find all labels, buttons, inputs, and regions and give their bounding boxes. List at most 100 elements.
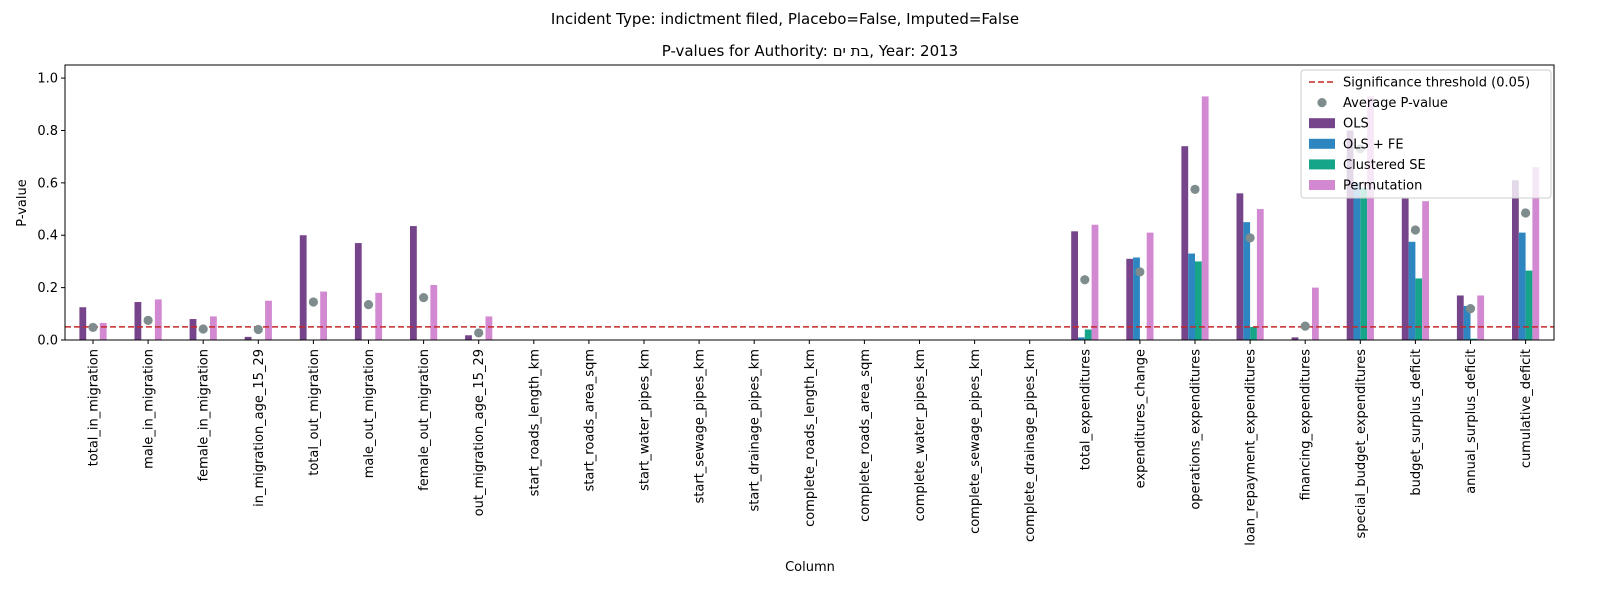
bar-ols-25 — [1456, 295, 1464, 340]
x-tick-label: female_in_migration — [197, 349, 212, 481]
average-point-24 — [1410, 225, 1420, 235]
bar-ols-fe-20 — [1188, 253, 1195, 340]
bar-ols-2 — [189, 319, 197, 340]
bar-clustered-se-18 — [1084, 329, 1092, 340]
legend-swatch-1 — [1309, 138, 1335, 149]
legend-average-label: Average P-value — [1343, 96, 1448, 111]
y-tick-label: 0.2 — [37, 281, 58, 296]
bar-permutation-0 — [99, 322, 107, 340]
x-tick-label: complete_water_pipes_km — [913, 349, 928, 521]
bar-ols-23 — [1346, 130, 1354, 340]
bar-permutation-18 — [1091, 224, 1099, 340]
x-tick-label: complete_drainage_pipes_km — [1023, 349, 1038, 542]
x-tick-label: annual_surplus_deficit — [1464, 349, 1479, 494]
bar-ols-19 — [1126, 258, 1134, 340]
bar-permutation-21 — [1256, 209, 1264, 340]
x-tick-label: in_migration_age_15_29 — [252, 349, 267, 507]
x-tick-label: complete_sewage_pipes_km — [968, 349, 983, 534]
bars — [79, 96, 1540, 340]
bar-ols-fe-21 — [1243, 222, 1251, 340]
x-tick-label: out_migration_age_15_29 — [472, 349, 487, 516]
bar-permutation-25 — [1477, 295, 1485, 340]
bar-permutation-1 — [154, 299, 162, 340]
average-point-19 — [1135, 267, 1145, 277]
x-axis: total_in_migration male_in_migration femal… — [87, 340, 1534, 546]
x-tick-label: operations_expenditures — [1189, 349, 1204, 510]
x-tick-label: budget_surplus_deficit — [1409, 349, 1424, 496]
bar-ols-5 — [354, 243, 362, 340]
y-axis: 0.0 0.2 0.4 0.6 0.8 1.0 — [37, 72, 65, 349]
average-point-5 — [363, 300, 374, 310]
plot-frame — [64, 64, 1555, 341]
bar-clustered-se-26 — [1525, 270, 1533, 340]
x-tick-label: male_out_migration — [362, 349, 377, 478]
bar-ols-18 — [1071, 231, 1078, 340]
bar-ols-26 — [1512, 180, 1519, 340]
y-tick-label: 0.6 — [37, 176, 58, 191]
bar-ols-0 — [79, 307, 87, 340]
bar-permutation-19 — [1146, 232, 1154, 340]
bar-ols-fe-23 — [1353, 182, 1361, 340]
average-point-3 — [253, 324, 263, 335]
bar-ols-4 — [299, 235, 307, 340]
average-point-1 — [143, 315, 153, 325]
bar-ols-22 — [1291, 337, 1299, 340]
bar-ols-24 — [1401, 198, 1409, 340]
chart-title: P-values for Authority: בת ים, Year: 201… — [662, 42, 958, 60]
average-point-4 — [308, 297, 318, 307]
x-tick-label: start_roads_area_sqm — [582, 349, 597, 491]
average-point-20 — [1190, 184, 1200, 195]
bar-permutation-2 — [210, 316, 217, 340]
bar-clustered-se-20 — [1195, 261, 1202, 340]
legend-threshold-label: Significance threshold (0.05) — [1343, 76, 1530, 91]
x-tick-label: complete_roads_area_sqm — [858, 349, 873, 522]
y-tick-label: 0.8 — [37, 124, 58, 139]
x-tick-label: female_out_migration — [417, 349, 432, 491]
average-point-7 — [474, 328, 484, 338]
x-axis-label: Column — [785, 560, 835, 575]
average-point-6 — [419, 292, 429, 303]
x-tick-label: expenditures_change — [1133, 349, 1148, 488]
x-tick-label: start_drainage_pipes_km — [748, 349, 763, 512]
bar-permutation-26 — [1532, 167, 1540, 340]
x-tick-label: start_water_pipes_km — [638, 349, 653, 491]
y-tick-label: 0.0 — [37, 334, 58, 349]
bar-permutation-7 — [485, 316, 493, 340]
legend: Significance threshold (0.05) Average P-v… — [1300, 69, 1552, 199]
x-tick-label: start_sewage_pipes_km — [693, 349, 708, 503]
bar-ols-fe-18 — [1078, 337, 1085, 340]
average-point-18 — [1080, 275, 1090, 285]
legend-swatch-0 — [1309, 118, 1335, 129]
bar-ols-3 — [244, 336, 252, 340]
y-tick-label: 0.4 — [37, 229, 58, 244]
legend-box — [1300, 69, 1552, 199]
bar-ols-20 — [1181, 146, 1189, 340]
bar-ols-fe-25 — [1463, 305, 1471, 340]
bar-clustered-se-21 — [1250, 326, 1257, 340]
y-tick-label: 1.0 — [37, 72, 58, 87]
x-tick-label: loan_repayment_expenditures — [1244, 349, 1259, 546]
x-tick-label: total_out_migration — [307, 349, 322, 476]
average-point-22 — [1300, 321, 1310, 331]
legend-series-label: Clustered SE — [1343, 158, 1426, 173]
bar-permutation-24 — [1422, 201, 1429, 340]
bar-permutation-5 — [375, 292, 383, 340]
average-point-21 — [1245, 233, 1255, 243]
x-tick-label: start_roads_length_km — [527, 349, 542, 496]
legend-swatch-3 — [1309, 180, 1335, 190]
x-tick-label: male_in_migration — [142, 349, 157, 469]
chart-suptitle: Incident Type: indictment filed, Placebo… — [551, 10, 1019, 28]
x-tick-label: total_in_migration — [87, 349, 102, 466]
bar-ols-fe-24 — [1408, 241, 1416, 340]
x-tick-label: financing_expenditures — [1299, 349, 1314, 501]
bar-permutation-3 — [265, 300, 272, 340]
bar-permutation-4 — [320, 291, 327, 340]
x-tick-label: special_budget_expenditures — [1354, 349, 1369, 539]
x-tick-label: total_expenditures — [1078, 349, 1093, 470]
legend-swatch-2 — [1309, 159, 1335, 170]
bar-permutation-20 — [1201, 96, 1209, 340]
bar-clustered-se-25 — [1470, 338, 1478, 340]
bar-ols-21 — [1236, 193, 1244, 340]
average-point-25 — [1465, 303, 1476, 314]
